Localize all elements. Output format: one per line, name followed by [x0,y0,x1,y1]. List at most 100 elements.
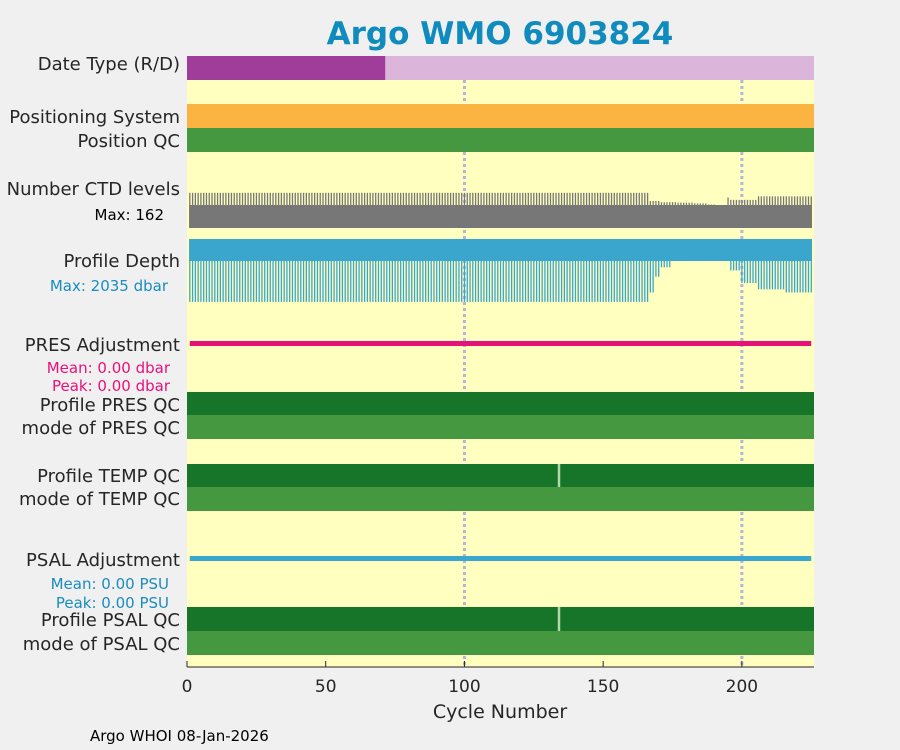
profile-depth-bar [369,239,371,302]
profile-depth-bar [635,239,638,302]
profile-depth-bar [574,239,577,302]
profile-depth-bar [505,239,507,302]
profile-depth-bar [363,239,366,302]
profile-depth-bar [527,239,529,302]
profile-depth-bar [405,239,407,302]
profile-psal-qc-bar [187,607,814,631]
profile-depth-bar [305,239,307,302]
profile-depth-bar [696,239,699,258]
profile-depth-bar [255,239,258,302]
profile-depth-bar [216,239,219,302]
profile-depth-bar [752,239,754,284]
profile-depth-bar [702,239,704,255]
profile-depth-bar [721,239,724,246]
profile-depth-bar [802,239,804,293]
profile-depth-bar [441,239,443,302]
profile-depth-bar [391,239,394,302]
profile-depth-bar [757,239,760,290]
profile-temp-qc-gap [557,464,561,487]
profile-depth-bar [355,239,357,302]
profile-depth-bar [366,239,369,302]
profile-depth-bar [630,239,632,302]
profile-depth-bar [685,239,688,262]
profile-depth-bar [447,239,449,302]
profile-depth-bar [777,239,779,290]
profile-depth-bar [771,239,774,290]
profile-depth-bar [547,239,549,302]
profile-depth-bar [327,239,330,302]
profile-depth-bar [438,239,441,302]
label-psal-adjustment: PSAL Adjustment [26,550,180,571]
label-mode-pres-qc: mode of PRES QC [22,418,180,439]
x-tick-label-100: 100 [448,677,480,697]
profile-depth-bar [463,239,466,302]
profile-depth-bar [716,239,718,246]
profile-depth-bar [741,239,743,284]
x-axis-label: Cycle Number [433,701,567,723]
profile-depth-bar [402,239,405,302]
profile-depth-bar [585,239,588,302]
profile-depth-bar [244,239,246,302]
profile-depth-bar [386,239,388,302]
profile-depth-bar [241,239,244,302]
profile-depth-bar [413,239,416,302]
profile-depth-bar [480,239,482,302]
profile-depth-bar [264,239,266,302]
profile-depth-bar [283,239,285,302]
profile-depth-bar [655,239,657,277]
profile-depth-bar [236,239,238,302]
profile-depth-bar [330,239,332,302]
profile-depth-bar [780,239,782,290]
x-tick-label-200: 200 [726,677,758,697]
profile-depth-bar [669,239,671,268]
profile-depth-bar [713,239,715,255]
plot-background [187,56,814,667]
profile-depth-bar [746,239,749,284]
profile-depth-bar [621,239,624,302]
profile-depth-bar [436,239,438,302]
profile-depth-bar [807,239,810,293]
profile-depth-bar [580,239,582,302]
profile-pres-qc-bar [187,392,814,415]
profile-depth-bar [205,239,208,302]
profile-depth-bar [338,239,341,302]
profile-depth-bar [266,239,269,302]
profile-depth-bar [424,239,427,302]
label-positioning-system: Positioning System [9,107,180,128]
profile-depth-bar [666,239,668,268]
profile-depth-bar [616,239,618,302]
profile-depth-bar [549,239,552,302]
profile-depth-bar [319,239,321,302]
profile-depth-bar [189,239,191,302]
profile-depth-bar [535,239,538,302]
profile-depth-bar [219,239,221,302]
profile-depth-bar [710,239,713,255]
x-tick-label-150: 150 [587,677,619,697]
profile-depth-bar [497,239,499,302]
profile-depth-bar [233,239,235,302]
profile-depth-bar [197,239,199,302]
profile-depth-bar [755,239,757,284]
psal-adjustment-peak: Peak: 0.00 PSU [56,594,169,612]
profile-depth-bar [688,239,690,258]
profile-depth-bar [308,239,310,302]
profile-depth-bar [569,239,571,302]
profile-depth-bar [408,239,410,302]
profile-depth-bar [394,239,396,302]
profile-depth-bar [499,239,502,302]
profile-depth-bar [610,239,613,302]
profile-depth-bar [727,239,729,262]
profile-depth-bar [544,239,546,302]
profile-depth-bar [602,239,604,302]
profile-depth-bar [300,239,302,302]
profile-depth-bar [533,239,535,302]
profile-depth-bar [400,239,402,302]
profile-depth-bar [472,239,474,302]
profile-depth-bar [524,239,527,302]
profile-depth-bar [591,239,593,302]
profile-depth-bar [663,239,665,268]
profile-depth-bar [316,239,319,302]
profile-depth-bar [194,239,197,302]
profile-depth-bar [488,239,491,302]
label-profile-temp-qc: Profile TEMP QC [37,466,180,487]
